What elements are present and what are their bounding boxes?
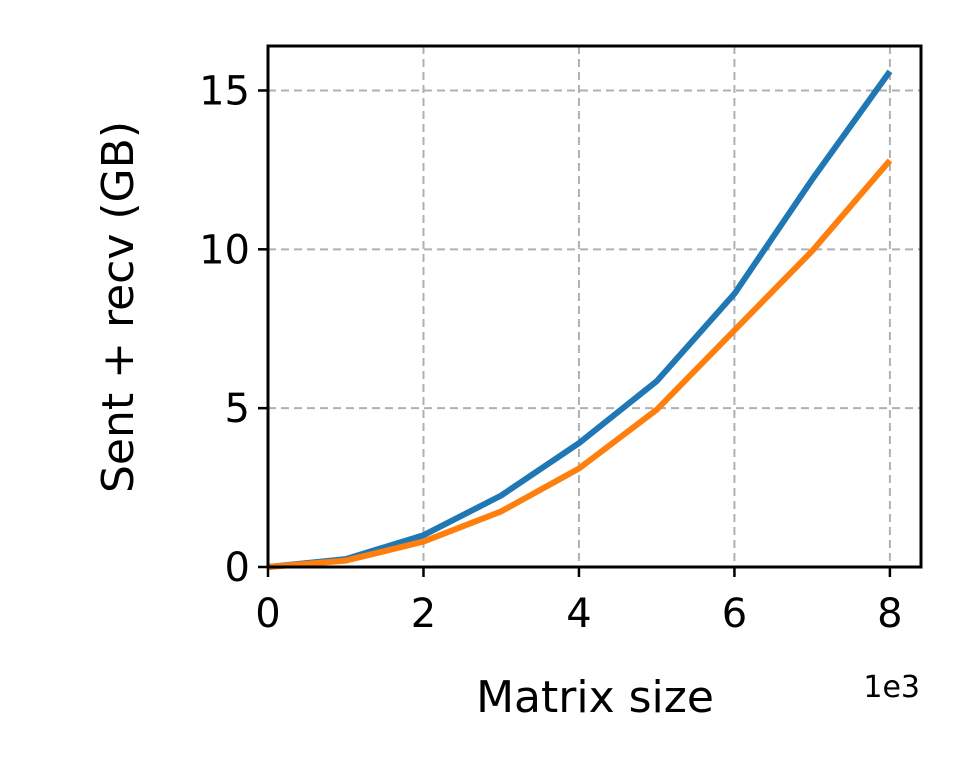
axis-ticks: 0 2 4 6 8 0 5 10 15 — [199, 68, 903, 637]
x-axis-label: Matrix size — [476, 672, 714, 723]
x-axis-offset-label: 1e3 — [863, 670, 920, 705]
series-line-1 — [267, 69, 893, 570]
x-tick-label: 0 — [255, 591, 280, 637]
series-line-2 — [267, 158, 893, 570]
y-tick-label: 5 — [225, 386, 250, 432]
plot-frame — [266, 44, 923, 569]
x-tick-label: 8 — [877, 591, 902, 637]
x-tick-label: 6 — [722, 591, 747, 637]
y-tick-label: 0 — [225, 545, 250, 591]
x-tick-label: 2 — [411, 591, 436, 637]
grid-lines — [267, 46, 921, 568]
y-axis-label: Sent + recv (GB) — [93, 121, 144, 493]
series-lines — [267, 69, 893, 570]
y-tick-label: 15 — [199, 68, 250, 114]
x-tick-label: 4 — [566, 591, 591, 637]
y-tick-label: 10 — [199, 227, 250, 273]
